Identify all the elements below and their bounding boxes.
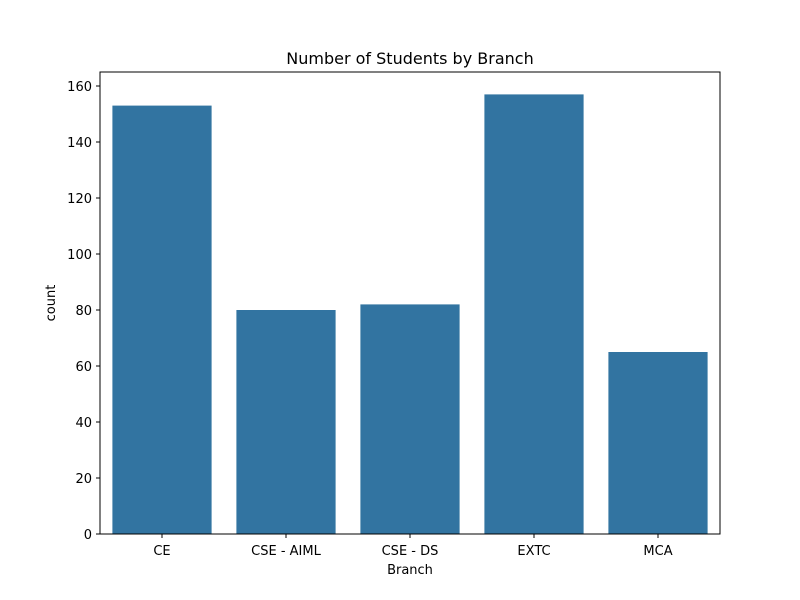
x-axis-ticks: CE CSE - AIML CSE - DS EXTC MCA (153, 534, 673, 559)
bar-cse-aiml (236, 310, 336, 534)
x-tick-label: CE (153, 544, 170, 559)
bars-group (112, 94, 708, 535)
bar-mca (608, 352, 708, 534)
y-axis-label: count (44, 285, 59, 322)
plot-frame (99, 71, 721, 535)
y-tick-label: 40 (75, 416, 92, 431)
chart-title: Number of Students by Branch (286, 49, 533, 68)
x-tick-label: CSE - DS (382, 544, 439, 559)
bar-cse-ds (360, 304, 460, 534)
y-tick-label: 140 (67, 136, 92, 151)
y-tick-label: 120 (67, 192, 92, 207)
y-axis-ticks: 0 20 40 60 80 100 120 140 160 (67, 80, 100, 543)
y-tick-label: 100 (67, 248, 92, 263)
x-axis-label: Branch (387, 563, 433, 578)
y-tick-label: 80 (75, 304, 92, 319)
bar-extc (484, 94, 584, 535)
x-tick-label: CSE - AIML (251, 544, 321, 559)
y-tick-label: 160 (67, 80, 92, 95)
y-tick-label: 60 (75, 360, 92, 375)
y-tick-label: 0 (84, 528, 92, 543)
x-tick-label: MCA (643, 544, 672, 559)
x-tick-label: EXTC (517, 544, 550, 559)
bar-ce (112, 105, 212, 534)
y-tick-label: 20 (75, 472, 92, 487)
